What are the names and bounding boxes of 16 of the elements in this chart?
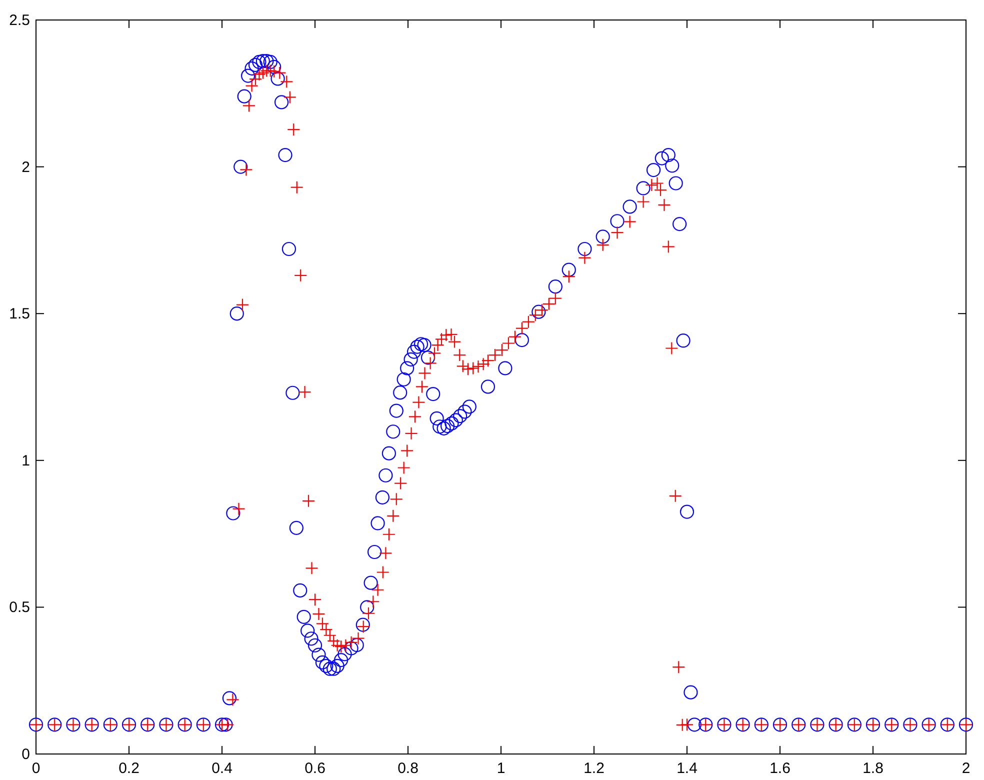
y-tick-label: 0 bbox=[22, 746, 30, 763]
x-tick-label: 0.6 bbox=[304, 760, 326, 777]
x-tick-label: 1 bbox=[496, 760, 506, 777]
x-tick-label: 1.4 bbox=[676, 760, 698, 777]
y-tick-label: 1.5 bbox=[9, 306, 30, 323]
x-tick-label: 2 bbox=[962, 760, 970, 777]
x-tick-label: 0.2 bbox=[118, 760, 140, 777]
y-tick-label: 0.5 bbox=[9, 599, 30, 616]
y-tick-label: 2.5 bbox=[9, 12, 30, 29]
x-tick-label: 1.8 bbox=[862, 760, 884, 777]
y-tick-label: 1 bbox=[22, 452, 30, 470]
x-tick-label: 1.2 bbox=[584, 760, 604, 777]
y-tick-label: 2 bbox=[22, 158, 30, 176]
x-tick-label: 0.8 bbox=[398, 760, 418, 777]
x-tick-label: 1.6 bbox=[770, 760, 790, 777]
x-tick-label: 0.4 bbox=[212, 760, 232, 777]
